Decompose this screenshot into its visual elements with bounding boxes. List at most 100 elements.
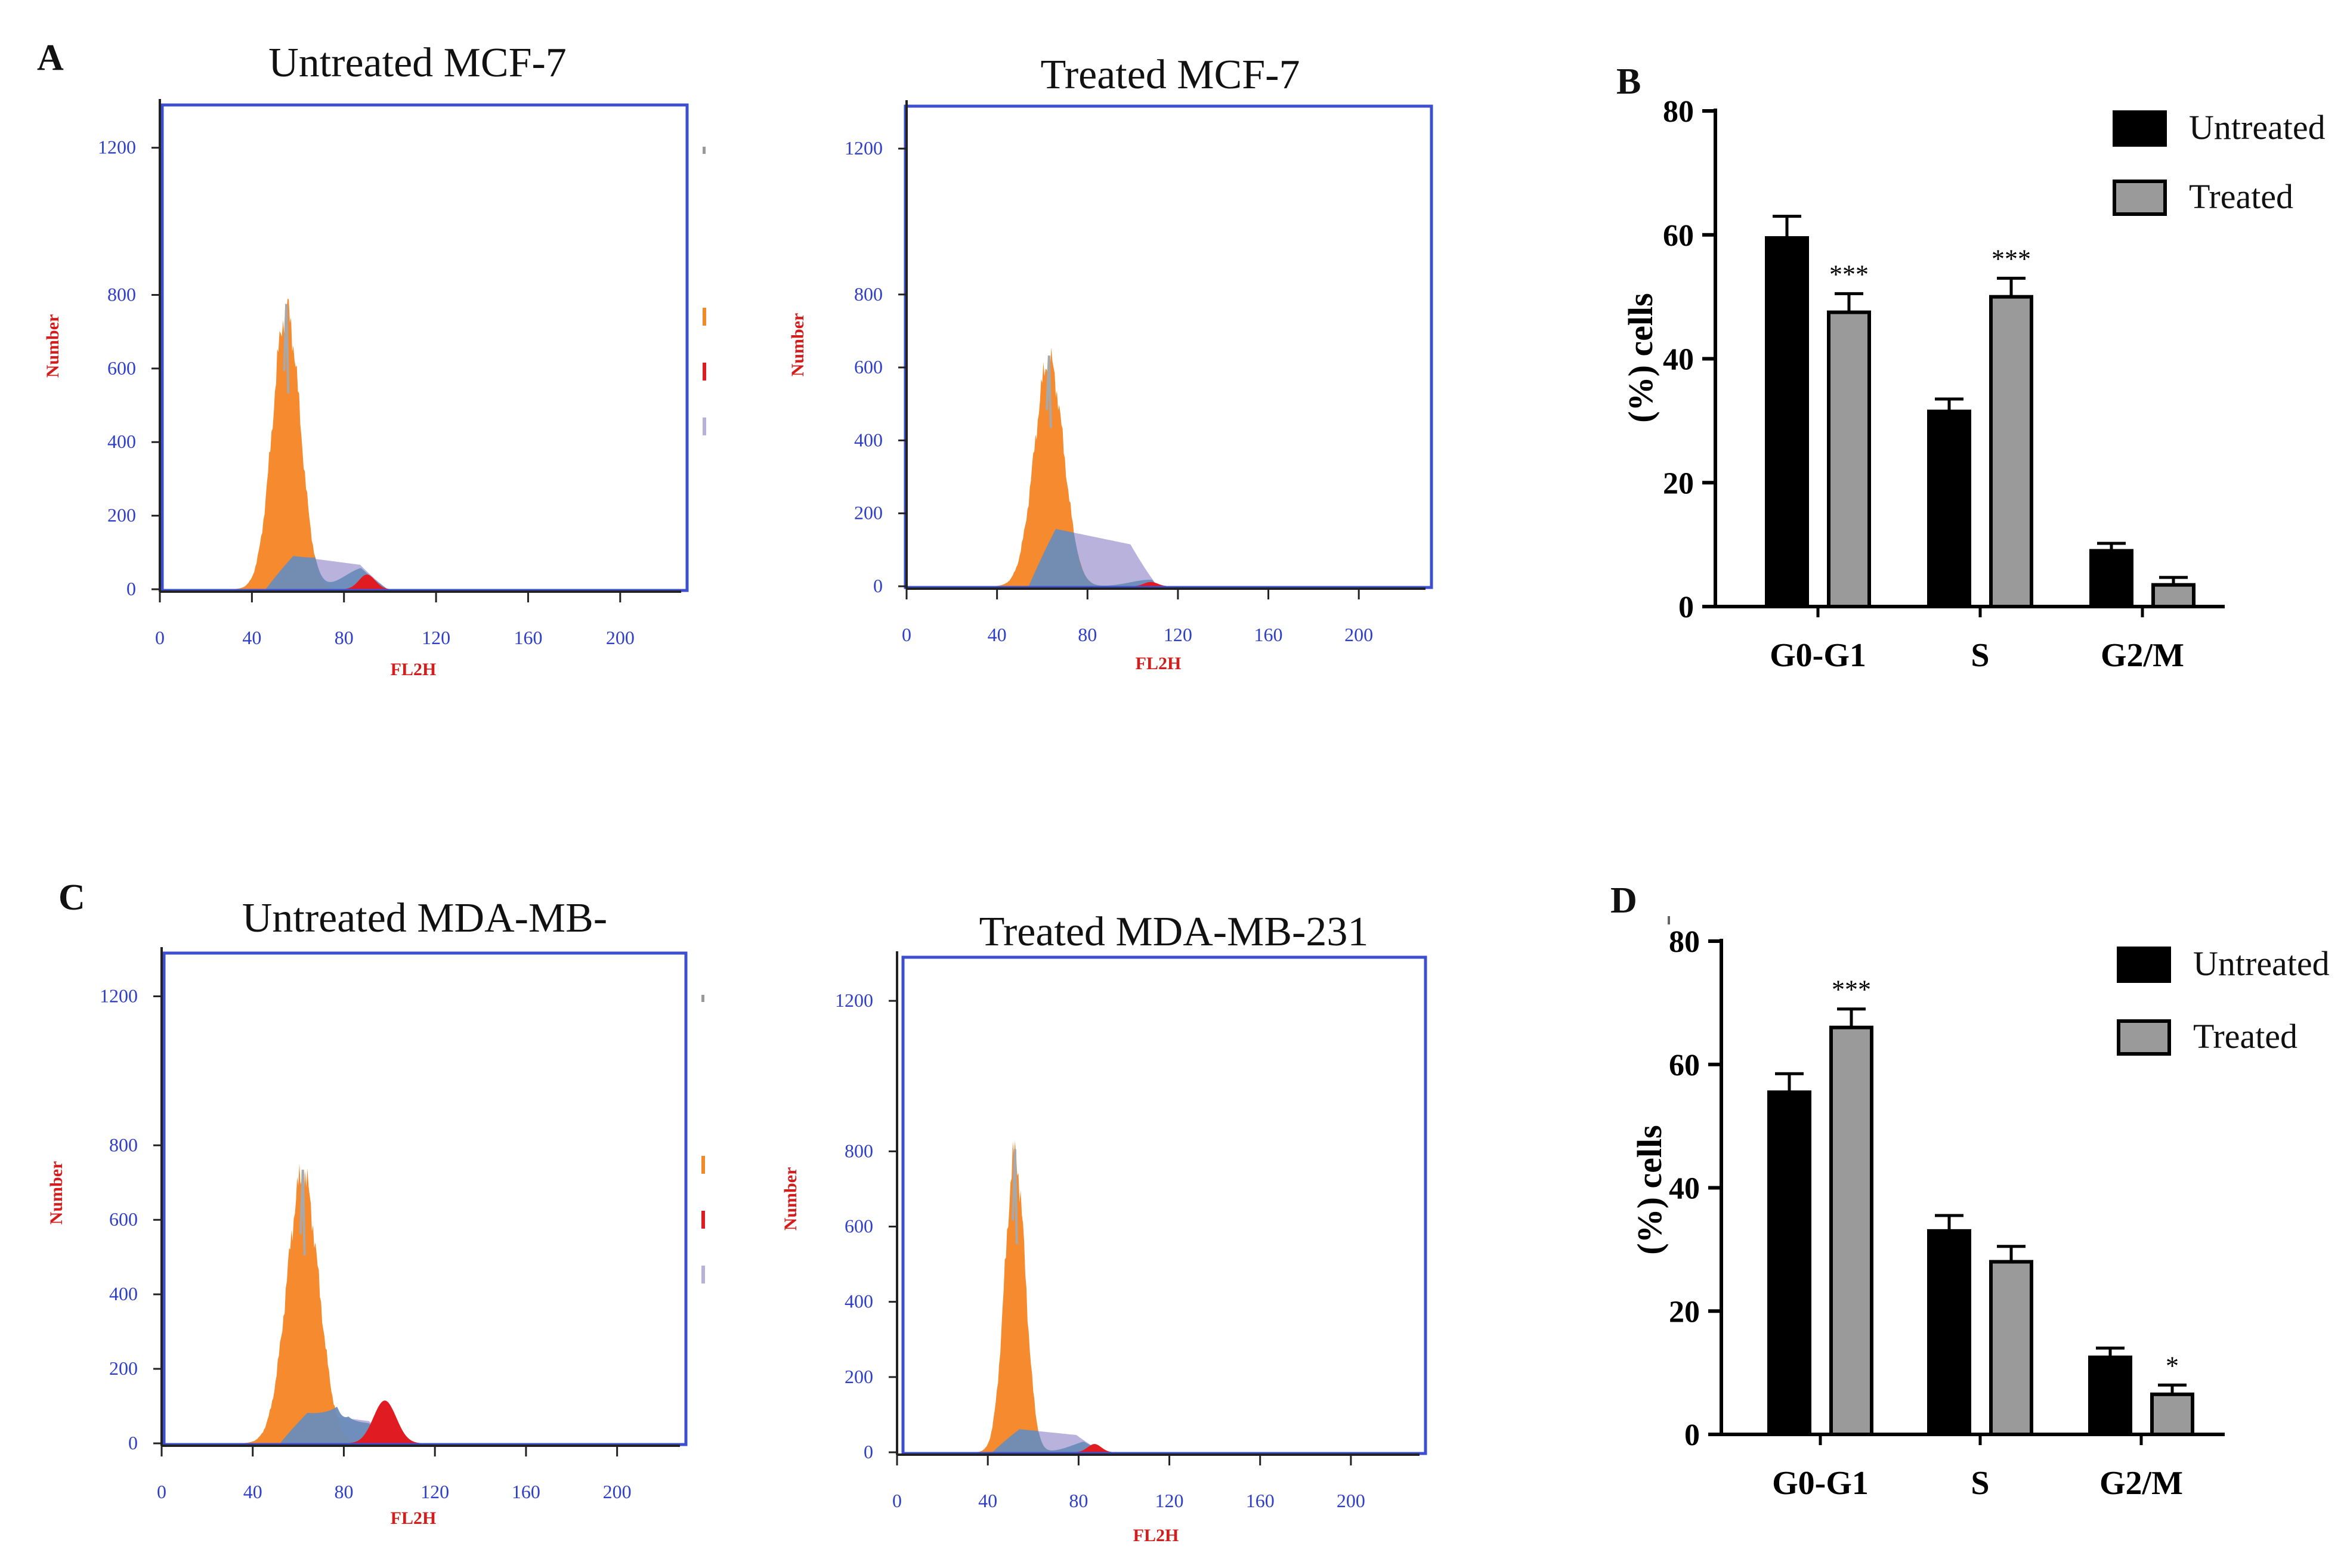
y-tick-label: 600 (109, 1208, 138, 1230)
x-tick-label: 40 (243, 1481, 262, 1502)
treated-bar (1989, 1260, 2033, 1437)
x-tick-label: 0 (157, 1481, 166, 1502)
x-tick-label: 80 (1078, 624, 1097, 645)
y-tick-label: 20 (1663, 466, 1694, 500)
g0-g1-phase-area (897, 1141, 1385, 1452)
y-tick-label: 0 (1684, 1418, 1700, 1452)
y-tick-label: 0 (126, 578, 136, 599)
untreated-bar (1765, 236, 1809, 609)
peak-spike (1012, 1149, 1018, 1245)
significance-marker: *** (1832, 975, 1871, 1004)
x-tick-label: G2/M (2099, 1465, 2183, 1502)
x-tick-label: 0 (892, 1490, 902, 1511)
y-axis-label: Number (47, 1161, 66, 1225)
plot-frame (160, 103, 689, 592)
legend-label: Untreated (2189, 108, 2326, 147)
stray-mark (1668, 916, 1670, 924)
legend-label: Untreated (2193, 944, 2330, 983)
y-tick-label: 1200 (835, 989, 873, 1011)
bar-chart-B: 0 20 40 60 80 *** G0-G1 *** S G2/M (%) cells Untrea… (1621, 95, 2326, 674)
x-tick-label: 40 (978, 1490, 997, 1511)
x-tick-label: 80 (1069, 1490, 1088, 1511)
g2-m-phase-area (897, 1444, 1385, 1452)
s-phase-area (907, 528, 1393, 586)
legend-swatch (701, 1156, 705, 1174)
y-tick-label: 200 (107, 505, 136, 526)
legend-swatch (701, 1266, 705, 1284)
treated-bar (2151, 583, 2196, 608)
y-tick-label: 600 (107, 357, 136, 379)
y-tick-label: 40 (1663, 343, 1694, 377)
plot-frame (904, 104, 1433, 589)
y-axis-label: (%) cells (1630, 1125, 1669, 1254)
y-tick-label: 400 (109, 1283, 138, 1304)
x-tick-label: 120 (422, 627, 450, 648)
y-tick-label: 800 (845, 1140, 873, 1161)
untreated-bar (2089, 549, 2133, 609)
x-tick-label: S (1971, 1465, 1989, 1502)
y-tick-label: 200 (845, 1366, 873, 1387)
untreated-bar (2088, 1355, 2132, 1436)
x-axis-label: FL2H (391, 660, 437, 679)
x-tick-label: 160 (512, 1481, 540, 1502)
plot-frame (901, 955, 1427, 1455)
significance-marker: *** (1829, 259, 1869, 289)
s-phase-area (897, 1429, 1385, 1452)
overlap-area (160, 556, 655, 589)
legend-swatch (703, 308, 706, 326)
histogram-A-untreated: Untreated MCF-7 0 200 400 600 800 1200 0 40 80 120… (43, 40, 706, 679)
panel-label-d: D (1610, 880, 1637, 921)
legend-swatch-untreated (2117, 947, 2171, 983)
treated-bar (1827, 310, 1871, 608)
y-tick-label: 400 (845, 1291, 873, 1312)
legend-label: Treated (2189, 177, 2293, 216)
y-tick-label: 800 (107, 283, 136, 305)
treated-bar (2150, 1392, 2194, 1436)
x-tick-label: 40 (242, 627, 261, 648)
y-tick-label: 400 (854, 429, 883, 450)
untreated-bar (1927, 409, 1971, 608)
y-tick-label: 80 (1669, 925, 1700, 959)
x-tick-label: 0 (902, 624, 911, 645)
x-tick-label: 80 (335, 627, 354, 648)
x-tick-label: S (1971, 637, 1989, 674)
legend-swatch (703, 363, 706, 381)
x-tick-label: 160 (1254, 624, 1283, 645)
histogram-A-treated: Treated MCF-7 0 200 400 600 800 1200 0 40 80 120 16… (788, 52, 1433, 673)
peak-spike (283, 304, 290, 394)
y-tick-label: 1200 (845, 137, 883, 159)
y-tick-label: 800 (109, 1134, 138, 1155)
y-tick-label: 0 (864, 1441, 873, 1462)
legend-swatch-untreated (2113, 110, 2167, 147)
chart-title: Untreated MDA-MB- (242, 895, 607, 941)
overlap-area (897, 1429, 1385, 1452)
x-tick-label: 160 (514, 627, 542, 648)
x-tick-label: G2/M (2101, 637, 2184, 674)
legend-tick-mark (701, 995, 704, 1002)
g2-m-phase-area (907, 582, 1393, 586)
x-tick-label: 40 (988, 624, 1007, 645)
x-axis-label: FL2H (391, 1508, 437, 1528)
bar-chart-D: 0 20 40 60 80 *** G0-G1 S * G2/M (%) cells Untreate… (1630, 925, 2330, 1502)
panel-label-c: C (58, 877, 85, 918)
y-tick-label: 0 (1678, 590, 1694, 624)
y-tick-label: 200 (854, 502, 883, 524)
chart-title: Treated MCF-7 (1041, 52, 1300, 98)
y-tick-label: 1200 (100, 985, 138, 1006)
x-tick-label: 200 (1337, 1490, 1365, 1511)
y-tick-label: 60 (1663, 219, 1694, 253)
y-tick-label: 40 (1669, 1172, 1700, 1206)
y-axis-label: Number (43, 314, 63, 378)
y-tick-label: 60 (1669, 1049, 1700, 1083)
peak-spike (299, 1170, 306, 1256)
x-tick-label: 120 (1164, 624, 1192, 645)
g0-g1-phase-area (160, 298, 655, 589)
untreated-bar (1927, 1229, 1971, 1437)
x-tick-label: 0 (155, 627, 165, 648)
x-tick-label: 120 (1155, 1490, 1184, 1511)
panel-label-b: B (1616, 61, 1641, 102)
y-axis-label: (%) cells (1621, 293, 1660, 422)
x-tick-label: G0-G1 (1772, 1465, 1869, 1502)
treated-bar (1829, 1025, 1873, 1436)
